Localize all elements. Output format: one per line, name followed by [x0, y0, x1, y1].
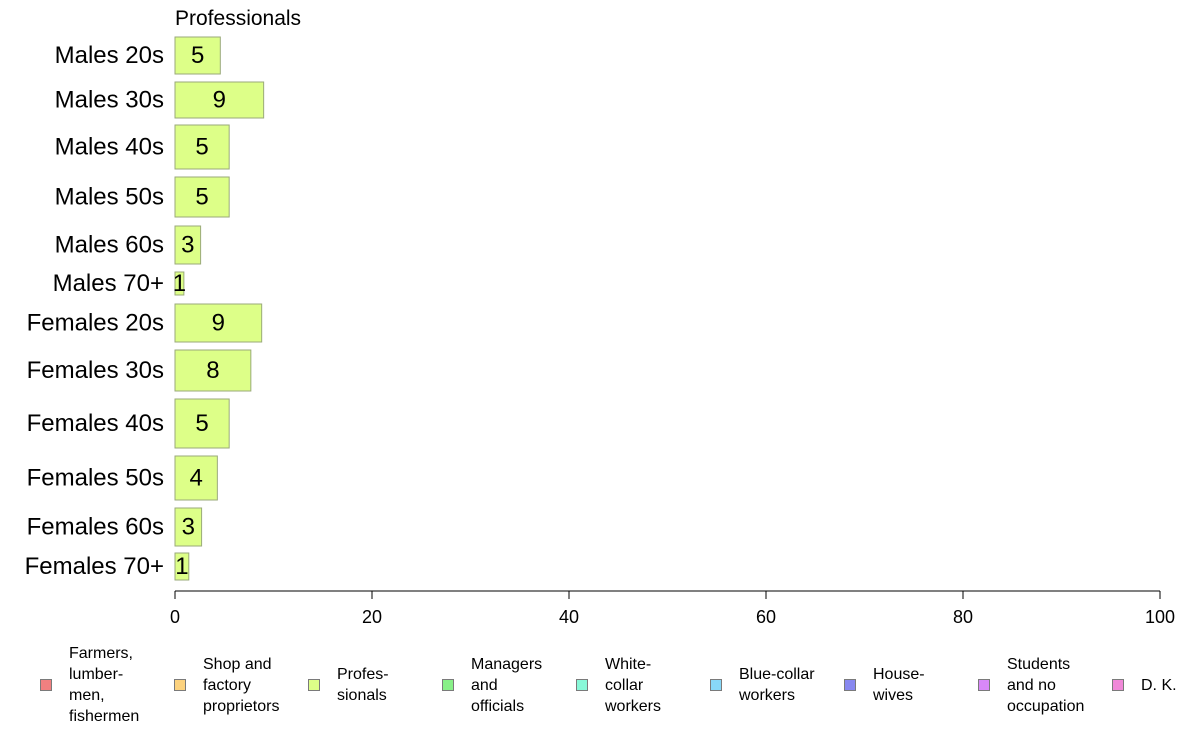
- bar-value-label: 3: [181, 232, 194, 259]
- legend-label: Farmers, lumber- men, fishermen: [69, 645, 140, 725]
- legend-swatch: [844, 679, 856, 691]
- legend: Farmers, lumber- men, fishermen Shop and …: [0, 640, 1188, 736]
- legend-label: White- collar workers: [605, 655, 662, 715]
- legend-swatch: [174, 679, 186, 691]
- legend-item: D. K.: [1112, 640, 1177, 730]
- bar-value-label: 3: [182, 514, 195, 541]
- bar-females-70-plus: [174, 552, 190, 581]
- bar-value-label: 5: [195, 134, 208, 161]
- bar-value-label: 9: [213, 87, 226, 114]
- x-tick-label: 60: [756, 607, 776, 627]
- bar-females-40s: [174, 398, 230, 449]
- legend-label: House- wives: [873, 666, 925, 704]
- x-tick-label: 0: [170, 607, 180, 627]
- category-label-females-60s: Females 60s: [27, 514, 164, 541]
- category-label-males-30s: Males 30s: [55, 87, 164, 114]
- bar-value-label: 5: [191, 42, 204, 69]
- bar-females-50s: [174, 455, 218, 501]
- bar-males-40s: [174, 124, 230, 170]
- bar-females-60s: [174, 507, 203, 547]
- bar-males-60s: [174, 225, 202, 265]
- legend-swatch: [576, 679, 588, 691]
- bar-value-label: 9: [212, 310, 225, 337]
- category-label-males-20s: Males 20s: [55, 42, 164, 69]
- legend-swatch: [1112, 679, 1124, 691]
- legend-item: Students and no occupation: [978, 640, 1084, 730]
- legend-swatch: [308, 679, 320, 691]
- legend-label: Blue-collar workers: [739, 666, 815, 704]
- category-label-females-20s: Females 20s: [27, 310, 164, 337]
- bar-females-20s: [174, 303, 263, 343]
- legend-item: Farmers, lumber- men, fishermen: [40, 640, 139, 730]
- category-label-males-60s: Males 60s: [55, 232, 164, 259]
- panel-title: Professionals: [175, 7, 301, 30]
- legend-label: D. K.: [1141, 676, 1177, 694]
- legend-item: White- collar workers: [576, 640, 661, 730]
- x-tick-label: 80: [953, 607, 973, 627]
- x-tick-label: 100: [1145, 607, 1175, 627]
- bar-value-label: 4: [189, 465, 202, 492]
- bar-value-label: 1: [175, 553, 188, 580]
- bar-value-label: 1: [173, 270, 186, 297]
- legend-swatch: [710, 679, 722, 691]
- category-label-males-50s: Males 50s: [55, 184, 164, 211]
- legend-item: Profes- sionals: [308, 640, 389, 730]
- bar-value-label: 5: [195, 410, 208, 437]
- x-tick-label: 40: [559, 607, 579, 627]
- legend-item: Blue-collar workers: [710, 640, 815, 730]
- category-label-females-30s: Females 30s: [27, 357, 164, 384]
- category-label-females-50s: Females 50s: [27, 465, 164, 492]
- legend-label: Profes- sionals: [337, 666, 389, 704]
- legend-item: Managers and officials: [442, 640, 542, 730]
- legend-label: Shop and factory proprietors: [203, 655, 280, 715]
- category-label-males-70-plus: Males 70+: [53, 270, 164, 297]
- legend-label: Managers and officials: [471, 655, 543, 715]
- bar-males-70-plus: [174, 271, 185, 296]
- legend-swatch: [40, 679, 52, 691]
- bar-females-30s: [174, 349, 252, 392]
- bar-males-50s: [174, 176, 230, 218]
- legend-swatch: [978, 679, 990, 691]
- category-label-males-40s: Males 40s: [55, 134, 164, 161]
- x-tick-label: 20: [362, 607, 382, 627]
- bar-value-label: 8: [206, 357, 219, 384]
- bar-value-label: 5: [195, 184, 208, 211]
- legend-swatch: [442, 679, 454, 691]
- bar-males-30s: [174, 81, 265, 119]
- legend-item: House- wives: [844, 640, 925, 730]
- category-label-females-40s: Females 40s: [27, 410, 164, 437]
- category-label-females-70-plus: Females 70+: [25, 553, 164, 580]
- legend-label: Students and no occupation: [1007, 655, 1085, 715]
- bar-males-20s: [174, 36, 221, 75]
- x-axis: 0 20 40 60 80 100: [170, 590, 1175, 627]
- legend-item: Shop and factory proprietors: [174, 640, 279, 730]
- category-labels: Males 20s Males 30s Males 40s Males 50s Male…: [25, 42, 164, 580]
